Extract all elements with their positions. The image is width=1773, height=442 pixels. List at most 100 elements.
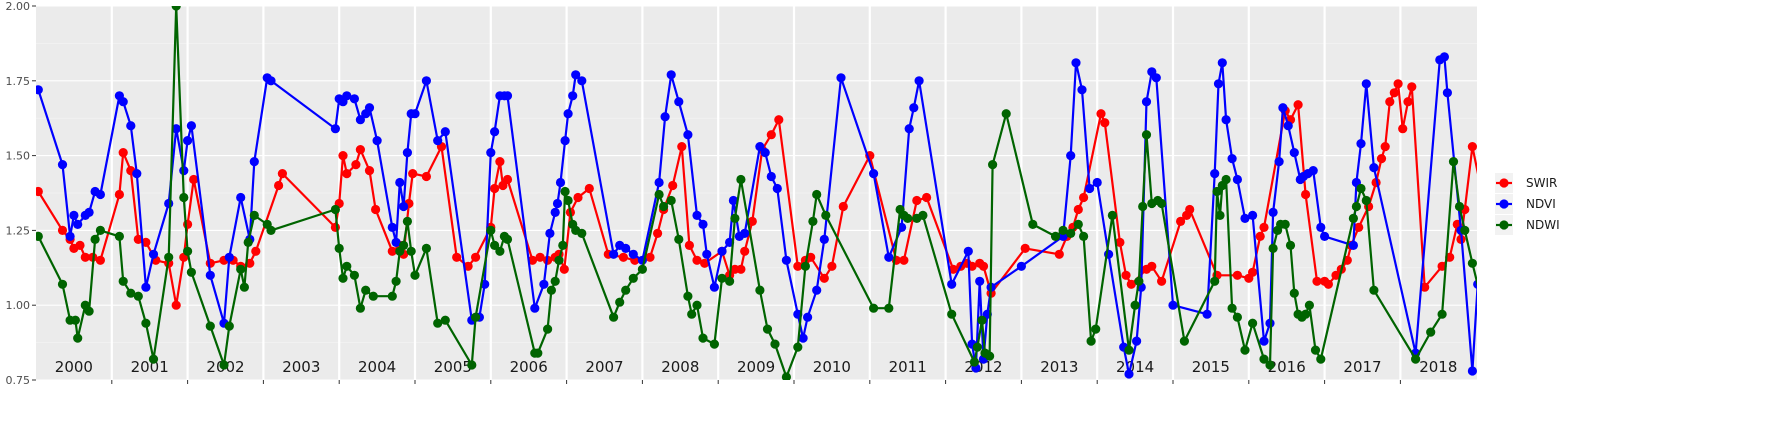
point-ndvi	[1071, 58, 1081, 68]
point-ndwi	[1502, 366, 1511, 375]
point-ndwi	[1285, 240, 1296, 250]
point-swir	[1259, 222, 1269, 232]
year-label: 2013	[1040, 358, 1078, 376]
point-ndvi	[914, 76, 924, 86]
point-ndvi	[1092, 177, 1102, 188]
point-swir	[1054, 249, 1064, 259]
legend-label-ndvi: NDVI	[1526, 197, 1556, 211]
point-swir	[251, 246, 261, 256]
point-swir	[700, 258, 710, 268]
point-ndvi	[65, 231, 75, 241]
point-swir	[95, 255, 105, 265]
point-ndvi	[709, 282, 720, 292]
point-ndwi	[1240, 345, 1250, 355]
point-ndwi	[1079, 231, 1089, 241]
point-ndvi	[73, 219, 83, 229]
point-ndvi	[1221, 115, 1231, 125]
point-ndvi	[1132, 336, 1142, 346]
point-ndvi	[387, 222, 397, 232]
point-swir	[899, 255, 909, 265]
point-swir	[1096, 109, 1106, 119]
point-swir	[535, 252, 545, 262]
point-ndvi	[1348, 240, 1358, 250]
point-ndvi	[530, 303, 540, 313]
point-ndvi	[1439, 52, 1449, 62]
point-swir	[677, 142, 687, 152]
legend-key-marker	[1499, 178, 1509, 188]
point-ndvi	[224, 252, 234, 262]
point-ndvi	[330, 124, 340, 134]
point-swir	[838, 201, 848, 212]
point-ndvi	[141, 282, 151, 292]
point-ndwi	[1519, 166, 1528, 175]
point-ndwi	[762, 324, 773, 334]
point-swir	[1323, 279, 1333, 289]
point-swir	[452, 252, 462, 262]
point-ndvi	[1308, 166, 1318, 176]
point-ndwi	[1221, 174, 1231, 185]
point-ndwi	[793, 342, 803, 352]
point-ndwi	[717, 273, 727, 283]
y-axis: 0.75 1.00 1.25 1.50 1.75 2.00	[6, 0, 36, 387]
point-ndvi	[57, 160, 68, 170]
y-tick-label: 1.50	[6, 150, 31, 163]
point-ndvi	[433, 136, 443, 146]
point-ndvi	[1473, 279, 1477, 289]
point-ndwi	[486, 225, 496, 235]
point-ndwi	[1086, 336, 1096, 346]
point-swir	[1248, 267, 1258, 277]
point-ndvi	[571, 70, 581, 80]
point-swir	[1126, 279, 1136, 289]
point-ndvi	[674, 97, 684, 107]
point-ndwi	[36, 231, 43, 241]
point-ndvi	[869, 169, 879, 179]
point-swir	[1407, 82, 1417, 92]
point-ndwi	[239, 282, 249, 292]
point-ndvi	[349, 94, 359, 104]
point-ndwi	[361, 285, 371, 295]
point-ndwi	[563, 195, 573, 206]
point-ndvi	[1217, 58, 1227, 68]
year-label: 2011	[889, 358, 927, 376]
point-swir	[364, 166, 375, 176]
point-ndvi	[183, 136, 193, 146]
point-ndvi	[1316, 222, 1326, 232]
point-ndvi	[728, 195, 739, 206]
point-ndwi	[126, 288, 136, 298]
point-ndwi	[1513, 217, 1522, 226]
point-ndvi	[819, 234, 829, 244]
point-swir	[1403, 97, 1413, 107]
point-ndvi	[1124, 369, 1134, 379]
point-ndwi	[1028, 219, 1038, 229]
point-ndwi	[141, 318, 151, 328]
point-ndwi	[1066, 228, 1076, 238]
point-ndvi	[975, 276, 985, 286]
point-swir	[1619, 265, 1628, 274]
point-ndvi	[1283, 121, 1293, 131]
point-ndwi	[550, 276, 560, 286]
point-swir	[668, 180, 678, 191]
point-ndvi	[539, 279, 549, 289]
point-swir	[573, 192, 583, 203]
point-ndvi	[1151, 73, 1161, 83]
point-ndwi	[560, 186, 570, 197]
point-swir	[1115, 237, 1125, 247]
point-ndwi	[1058, 225, 1068, 235]
point-swir	[1623, 274, 1632, 283]
point-ndwi	[546, 285, 557, 295]
point-swir	[1582, 214, 1591, 223]
point-ndvi	[502, 91, 513, 101]
point-swir	[114, 189, 124, 200]
point-ndvi	[440, 127, 450, 137]
point-ndvi	[766, 171, 776, 182]
point-ndwi	[179, 192, 189, 203]
point-ndwi	[533, 348, 543, 358]
point-ndwi	[1134, 276, 1144, 286]
year-label: 2017	[1343, 358, 1381, 376]
point-swir	[1398, 124, 1408, 134]
point-ndwi	[1467, 258, 1477, 268]
point-ndwi	[1210, 276, 1220, 286]
point-ndvi	[490, 127, 500, 137]
point-ndvi	[391, 237, 401, 247]
